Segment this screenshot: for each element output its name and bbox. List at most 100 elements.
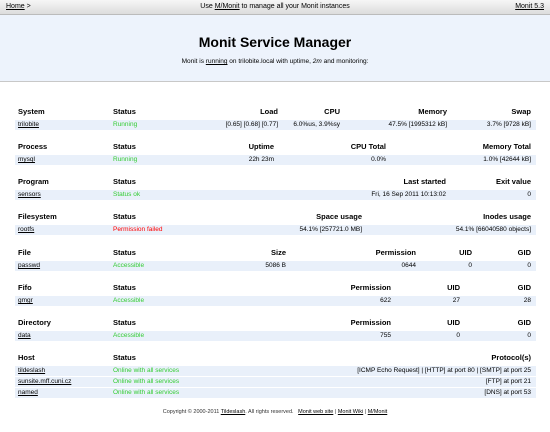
column-header: Space usage	[316, 212, 362, 221]
status: Accessible	[113, 332, 145, 339]
column-header: Status	[113, 283, 136, 292]
value: 28	[523, 297, 531, 304]
footer-link[interactable]: Tildeslash	[220, 409, 246, 415]
footer: Copyright © 2000-2011 Tildeslash. All ri…	[0, 409, 550, 415]
column-header: CPU Total	[350, 142, 386, 151]
column-header: System	[18, 107, 45, 116]
service-link[interactable]: data	[18, 332, 31, 339]
column-header: Status	[113, 248, 136, 257]
breadcrumb: Home >	[6, 0, 31, 14]
status: Status ok	[113, 191, 141, 198]
column-header: Status	[113, 177, 136, 186]
footer-text: . All rights reserved.	[245, 409, 294, 415]
value: [0.65] [0.68] [0.77]	[225, 121, 278, 128]
column-header: Size	[270, 248, 286, 257]
service-link[interactable]: passwd	[18, 262, 41, 269]
status: Accessible	[113, 262, 145, 269]
value: 54.1% [66040580 objects]	[455, 226, 531, 233]
separator: >	[26, 3, 31, 10]
status: Accessible	[113, 297, 145, 304]
service-link[interactable]: trilobite	[18, 121, 39, 128]
row	[15, 155, 536, 165]
column-header: Protocol(s)	[491, 353, 531, 362]
value: 47.5% [1995312 kB]	[388, 121, 447, 128]
column-header: Status	[113, 212, 136, 221]
service-link[interactable]: tildeslash	[18, 367, 46, 374]
value: 54.1% [257721.0 MB]	[299, 226, 362, 233]
column-header: Inodes usage	[483, 212, 531, 221]
version-link[interactable]: Monit 5.3	[515, 3, 544, 10]
subtitle-text: on trilobite.local with uptime,	[229, 58, 311, 65]
value: 0	[527, 332, 531, 339]
footer-text: Copyright © 2000-2011	[162, 409, 220, 415]
value: Fri, 16 Sep 2011 10:13:02	[371, 191, 446, 198]
column-header: UID	[459, 248, 472, 257]
value: [FTP] at port 21	[485, 378, 531, 385]
row	[15, 388, 536, 398]
status: Permission failed	[113, 226, 163, 233]
service-link[interactable]: gmgr	[18, 297, 33, 304]
column-header: Last started	[403, 177, 446, 186]
column-header: Exit value	[495, 177, 531, 186]
column-header: Status	[113, 318, 136, 327]
column-header: Status	[113, 107, 136, 116]
column-header: Uptime	[248, 142, 274, 151]
row	[15, 225, 536, 235]
running-link[interactable]: running	[205, 58, 228, 65]
title: Monit Service Manager	[198, 34, 352, 50]
value: [ICMP Echo Request] | [HTTP] at port 80 …	[357, 367, 531, 374]
status: Online with all services	[113, 389, 180, 396]
footer-sep: |	[334, 409, 337, 415]
footer-link[interactable]: M/Monit	[367, 409, 388, 415]
home-link[interactable]: Home	[6, 3, 25, 10]
service-link[interactable]: named	[18, 389, 38, 396]
subtitle: Monit is running on trilobite.local with…	[0, 58, 550, 65]
footer-link[interactable]: Monit Wiki	[337, 409, 364, 415]
status: Running	[113, 156, 138, 163]
value: 0.0%	[371, 156, 386, 163]
row	[15, 377, 536, 387]
value: 6.0%us, 3.9%sy	[293, 121, 340, 128]
service-link[interactable]: sensors	[18, 191, 41, 198]
column-header: Status	[113, 142, 136, 151]
row	[15, 261, 536, 271]
row	[15, 120, 536, 130]
service-link[interactable]: mysql	[18, 156, 35, 163]
column-header: GID	[517, 283, 531, 292]
value: 0	[527, 262, 531, 269]
column-header: Filesystem	[18, 212, 57, 221]
column-header: Permission	[350, 283, 391, 292]
column-header: Host	[18, 353, 35, 362]
status: Online with all services	[113, 378, 180, 385]
column-header: Memory	[418, 107, 447, 116]
value: 5086 B	[265, 262, 286, 269]
top-bar: Home > Use M/Monit to manage all your Mo…	[0, 0, 550, 15]
subtitle-text: and monitoring:	[323, 58, 369, 65]
value: 22h 23m	[248, 156, 274, 163]
column-header: GID	[517, 248, 531, 257]
service-link[interactable]: rootfs	[18, 226, 35, 233]
row	[15, 366, 536, 376]
value: 1.0% [42644 kB]	[483, 156, 531, 163]
value: 0644	[401, 262, 416, 269]
header: Monit Service Manager Monit is running o…	[0, 15, 550, 82]
row	[15, 296, 536, 306]
status: Running	[113, 121, 138, 128]
row	[15, 190, 536, 200]
column-header: UID	[447, 318, 460, 327]
column-header: Permission	[350, 318, 391, 327]
footer-link[interactable]: Monit web site	[298, 409, 334, 415]
value: 622	[380, 297, 391, 304]
mmonit-link[interactable]: M/Monit	[214, 3, 240, 10]
value: 27	[452, 297, 460, 304]
service-link[interactable]: sunsite.mff.cuni.cz	[18, 378, 72, 385]
value: 3.7% [9728 kB]	[486, 121, 531, 128]
column-header: CPU	[324, 107, 340, 116]
column-header: Program	[18, 177, 49, 186]
subtitle-text: Monit is	[181, 58, 204, 65]
value: 0	[527, 191, 531, 198]
footer-sep: |	[364, 409, 367, 415]
notice-text: to manage all your Monit instances	[241, 3, 350, 10]
column-header: Memory Total	[482, 142, 531, 151]
